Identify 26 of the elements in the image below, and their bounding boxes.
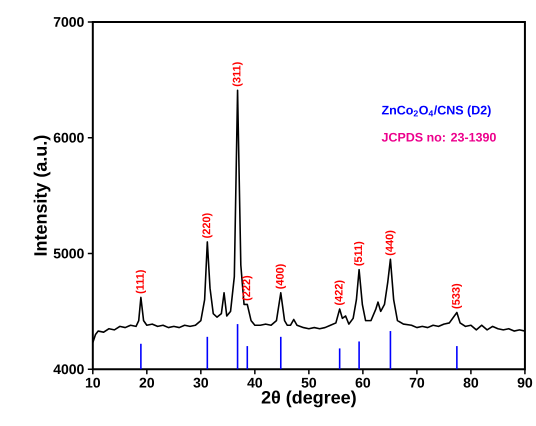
annotation: JCPDS no: 23-1390 — [382, 132, 496, 142]
annotation: (111) — [136, 270, 146, 294]
x-tick-label: 20 — [140, 378, 154, 388]
x-tick-label: 10 — [86, 378, 100, 388]
annotation: (440) — [385, 230, 396, 256]
annotation: (311) — [232, 62, 243, 86]
y-tick-label: 7000 — [54, 16, 84, 27]
annotation: (400) — [276, 264, 286, 289]
x-tick-label: 60 — [356, 378, 370, 388]
annotation: (220) — [202, 213, 212, 238]
x-tick-label: 30 — [193, 378, 208, 388]
y-tick-label: 6000 — [54, 132, 84, 143]
x-tick-label: 40 — [247, 378, 262, 388]
annotation: (422) — [334, 280, 345, 305]
x-tick-label: 70 — [410, 378, 424, 388]
y-tick-label: 4000 — [53, 364, 84, 374]
y-axis-title: Intensity (a.u.) — [34, 136, 50, 256]
x-tick-label: 50 — [302, 378, 316, 388]
annotation: (222) — [242, 276, 252, 300]
annotation: (533) — [452, 284, 462, 308]
annotation: (511) — [354, 242, 364, 266]
annotation: ZnCo$_{2}$O$_{4}$/CNS (D2) — [382, 105, 491, 117]
x-axis-title: 2θ (degree) — [262, 390, 356, 408]
x-tick-label: 80 — [464, 378, 478, 388]
y-tick-label: 5000 — [54, 248, 84, 258]
x-tick-label: 90 — [518, 378, 532, 388]
